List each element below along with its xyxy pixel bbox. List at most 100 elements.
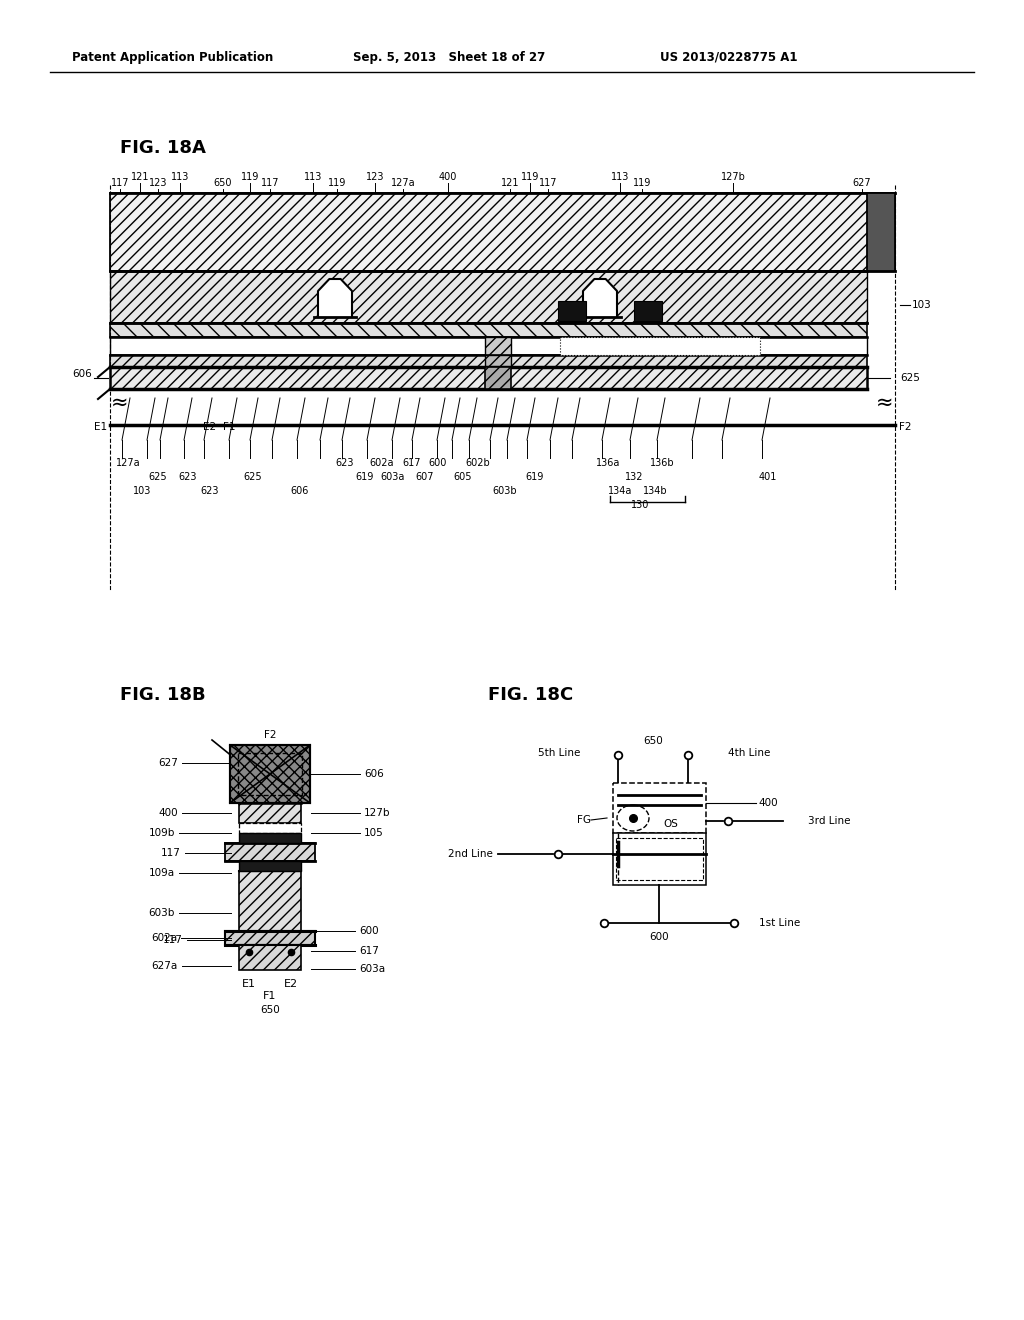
Text: 103: 103 <box>912 300 932 310</box>
Text: 121: 121 <box>131 172 150 182</box>
Bar <box>867 193 895 271</box>
Text: 136b: 136b <box>649 458 675 469</box>
Text: 650: 650 <box>643 737 663 746</box>
Text: 627: 627 <box>158 758 178 768</box>
Text: FG: FG <box>577 814 591 825</box>
Bar <box>616 838 703 880</box>
Polygon shape <box>318 279 352 317</box>
Text: F2: F2 <box>899 422 911 432</box>
Bar <box>558 301 586 321</box>
Bar <box>239 945 301 970</box>
Text: 605: 605 <box>454 473 472 482</box>
Text: 132: 132 <box>625 473 643 482</box>
Text: Sep. 5, 2013   Sheet 18 of 27: Sep. 5, 2013 Sheet 18 of 27 <box>353 50 545 63</box>
Bar <box>613 783 706 833</box>
Text: 623: 623 <box>179 473 198 482</box>
Bar <box>230 744 310 803</box>
Text: 1st Line: 1st Line <box>759 917 800 928</box>
Text: 109b: 109b <box>148 828 175 838</box>
Text: 401: 401 <box>759 473 777 482</box>
Text: F1: F1 <box>263 991 276 1001</box>
Text: Patent Application Publication: Patent Application Publication <box>72 50 273 63</box>
Bar <box>485 337 511 355</box>
Text: 650: 650 <box>260 1005 280 1015</box>
Text: F1: F1 <box>223 422 236 432</box>
Bar <box>239 822 301 833</box>
Text: 606: 606 <box>291 486 309 496</box>
Bar <box>110 355 867 367</box>
Text: 113: 113 <box>610 172 629 182</box>
Bar <box>225 931 315 945</box>
Text: 119: 119 <box>521 172 540 182</box>
Text: 606: 606 <box>364 770 384 779</box>
Text: US 2013/0228775 A1: US 2013/0228775 A1 <box>660 50 798 63</box>
Bar <box>239 861 301 871</box>
Bar <box>238 752 302 795</box>
Text: 117: 117 <box>163 935 183 945</box>
Text: 603a: 603a <box>381 473 406 482</box>
Text: 127a: 127a <box>116 458 140 469</box>
Text: 600: 600 <box>359 927 379 936</box>
Text: FIG. 18C: FIG. 18C <box>488 686 573 704</box>
Text: 617: 617 <box>359 946 379 956</box>
Text: 400: 400 <box>439 172 457 182</box>
Text: 606: 606 <box>73 370 92 379</box>
Text: 113: 113 <box>304 172 323 182</box>
Bar <box>110 271 867 323</box>
Text: F2: F2 <box>264 730 276 741</box>
Bar <box>239 833 301 843</box>
Text: 619: 619 <box>525 473 544 482</box>
Text: E1: E1 <box>94 422 106 432</box>
Text: E2: E2 <box>284 979 298 989</box>
Text: E1: E1 <box>242 979 256 989</box>
Bar <box>239 803 301 822</box>
Text: 625: 625 <box>148 473 167 482</box>
Text: 625: 625 <box>244 473 262 482</box>
Text: 627: 627 <box>853 178 871 187</box>
Text: 117: 117 <box>111 178 129 187</box>
Text: 602b: 602b <box>466 458 490 469</box>
Text: 2nd Line: 2nd Line <box>449 849 493 859</box>
Text: 117: 117 <box>161 847 181 858</box>
Text: 625: 625 <box>900 374 920 383</box>
Text: FIG. 18A: FIG. 18A <box>120 139 206 157</box>
Text: 130: 130 <box>631 500 649 510</box>
Text: 113: 113 <box>171 172 189 182</box>
Text: E2: E2 <box>203 422 216 432</box>
Text: 123: 123 <box>148 178 167 187</box>
Text: 623: 623 <box>336 458 354 469</box>
Text: 134a: 134a <box>608 486 632 496</box>
Bar <box>230 744 310 803</box>
Text: 127b: 127b <box>721 172 745 182</box>
Polygon shape <box>583 279 617 317</box>
Bar <box>239 871 301 931</box>
Text: 650: 650 <box>214 178 232 187</box>
Bar <box>110 323 867 337</box>
Text: 5th Line: 5th Line <box>538 748 580 758</box>
Text: 117: 117 <box>261 178 280 187</box>
Text: 623: 623 <box>201 486 219 496</box>
Text: 602a: 602a <box>151 933 177 942</box>
Text: 3rd Line: 3rd Line <box>808 816 851 826</box>
Text: 134b: 134b <box>643 486 668 496</box>
Text: 607: 607 <box>416 473 434 482</box>
Text: 617: 617 <box>402 458 421 469</box>
Text: 603b: 603b <box>493 486 517 496</box>
Text: 119: 119 <box>241 172 259 182</box>
Text: ≈: ≈ <box>877 393 894 413</box>
Text: 619: 619 <box>355 473 374 482</box>
Text: 105: 105 <box>364 828 384 838</box>
Text: 400: 400 <box>758 799 777 808</box>
Text: 603b: 603b <box>148 908 175 917</box>
Bar <box>613 833 706 884</box>
Text: 127a: 127a <box>391 178 416 187</box>
Text: 119: 119 <box>633 178 651 187</box>
Text: 4th Line: 4th Line <box>728 748 770 758</box>
Text: 127b: 127b <box>364 808 390 818</box>
Bar <box>225 843 315 861</box>
Text: 602a: 602a <box>370 458 394 469</box>
Bar <box>634 301 662 321</box>
Bar <box>110 367 867 389</box>
Text: ≈: ≈ <box>112 393 129 413</box>
Text: 123: 123 <box>366 172 384 182</box>
